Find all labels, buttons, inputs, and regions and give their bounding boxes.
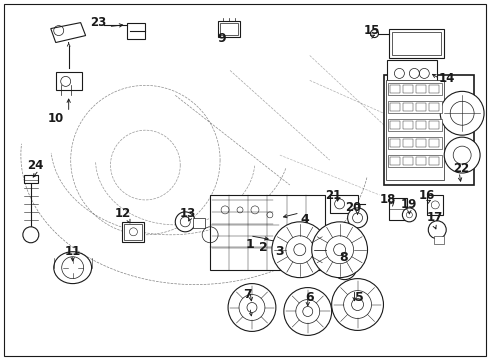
Bar [24,175,38,183]
Bar [389,155,442,167]
Bar [220,23,238,35]
Bar [122,222,145,242]
Text: 8: 8 [339,251,348,264]
Polygon shape [51,23,86,42]
Circle shape [272,222,328,278]
Bar [403,103,414,111]
Text: 1: 1 [245,238,254,251]
Bar [390,28,444,58]
Text: 5: 5 [355,291,364,304]
Bar [429,139,439,147]
Text: 13: 13 [180,207,196,220]
Bar [416,103,426,111]
Circle shape [334,244,345,256]
Bar [403,139,414,147]
Text: 18: 18 [379,193,395,206]
Bar [416,157,426,165]
Bar [416,121,426,129]
Text: 3: 3 [275,245,284,258]
Circle shape [332,279,384,330]
Bar [193,218,205,228]
Bar [403,85,414,93]
Circle shape [370,30,378,37]
Bar [403,121,414,129]
Text: 10: 10 [48,112,64,125]
Circle shape [284,288,332,336]
Bar [387,80,444,180]
Text: 11: 11 [65,245,81,258]
Bar [390,198,407,220]
Text: 4: 4 [300,213,309,226]
Text: 12: 12 [114,207,131,220]
Bar [429,121,439,129]
Text: 17: 17 [427,211,443,224]
Bar [127,23,146,39]
Bar [56,72,82,90]
Bar [389,137,442,149]
Circle shape [440,91,484,135]
Bar [391,157,400,165]
Text: 19: 19 [401,198,417,211]
Bar [330,195,358,213]
Text: 9: 9 [218,32,226,45]
Text: 24: 24 [27,158,44,172]
Circle shape [347,208,368,228]
Circle shape [312,222,368,278]
Text: 2: 2 [259,241,268,254]
Bar [429,157,439,165]
Bar [389,101,442,113]
Text: 6: 6 [305,291,314,304]
Text: 16: 16 [419,189,436,202]
Bar [391,139,400,147]
Circle shape [444,137,480,173]
Circle shape [402,208,416,222]
Bar [403,157,414,165]
Bar [124,224,143,240]
Bar [434,236,444,244]
Bar [218,21,240,37]
Circle shape [333,256,357,280]
Ellipse shape [54,252,92,284]
Bar [210,195,325,270]
Circle shape [294,244,306,256]
Bar [388,60,437,85]
Bar [416,139,426,147]
Bar [385,75,474,185]
Text: 14: 14 [439,72,455,85]
Bar [392,32,441,55]
Text: 23: 23 [91,16,107,29]
Bar [391,85,400,93]
Circle shape [228,284,276,332]
Circle shape [175,212,195,232]
Text: 15: 15 [363,24,380,37]
Bar [391,103,400,111]
Bar [389,84,442,95]
Circle shape [428,221,446,239]
Text: 7: 7 [244,288,252,301]
Bar [389,119,442,131]
Bar [427,195,443,215]
Circle shape [23,227,39,243]
Text: 21: 21 [325,189,342,202]
Circle shape [247,302,257,312]
Bar [416,85,426,93]
Text: 20: 20 [345,201,362,215]
Bar [429,85,439,93]
Bar [391,121,400,129]
Text: 22: 22 [453,162,469,175]
Bar [429,103,439,111]
